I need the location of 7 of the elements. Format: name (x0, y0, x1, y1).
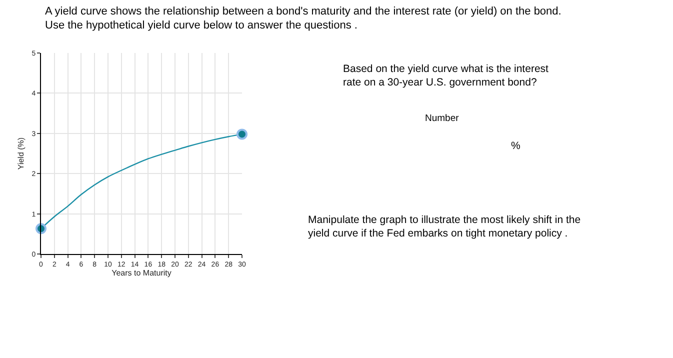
x-axis-title: Years to Maturity (112, 268, 172, 278)
text: Number (425, 113, 459, 124)
text: Manipulate the graph to illustrate the most likely shift in the yield curve if the Fed embarks on tight monetary policy . (308, 214, 581, 240)
text: A yield curve shows the relationship between a bond's maturity and the interest rate (or yield) on the bond. Use the hypothetical yield curve below to answer the questions . (45, 5, 562, 32)
text: % (511, 140, 520, 152)
text: Based on the yield curve what is the interest rate on a 30-year U.S. government bond? (343, 63, 549, 89)
y-axis-title: Yield (%) (16, 137, 26, 170)
